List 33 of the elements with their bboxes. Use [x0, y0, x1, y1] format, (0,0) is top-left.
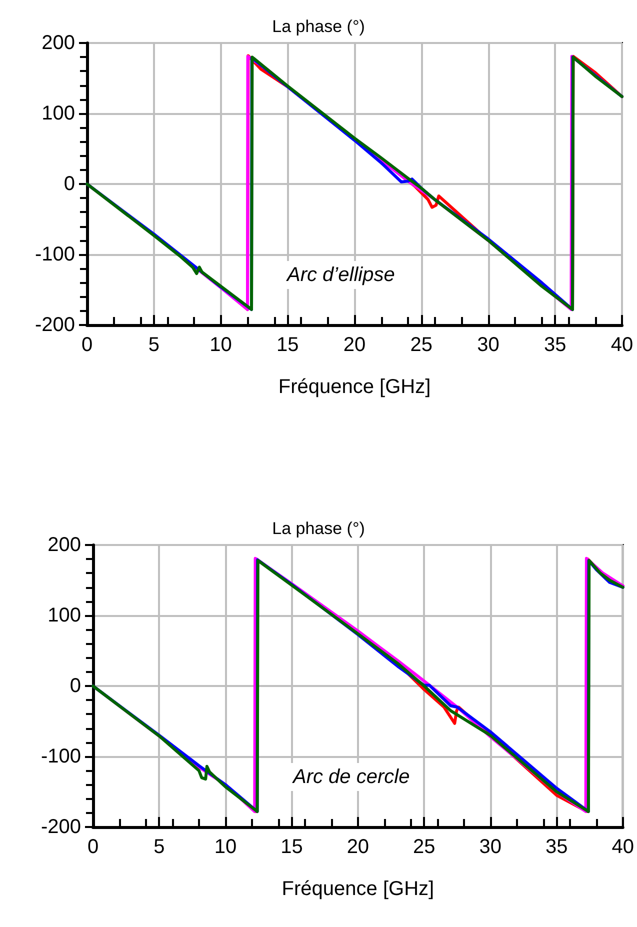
y-tick-label: 100 — [48, 604, 81, 626]
x-tick-label: 15 — [280, 836, 303, 858]
x-tick-label: 35 — [544, 334, 566, 356]
x-tick-label: 10 — [210, 334, 232, 356]
chart-title: La phase (°) — [272, 519, 365, 538]
x-tick-label: 25 — [413, 836, 436, 858]
y-tick-label: 200 — [42, 32, 75, 54]
x-tick-label: 5 — [154, 836, 165, 858]
x-axis-title: Fréquence [GHz] — [282, 878, 434, 900]
x-tick-label: 0 — [87, 836, 99, 858]
y-tick-label: 200 — [48, 534, 81, 556]
x-tick-label: 30 — [479, 836, 502, 858]
y-tick-label: 0 — [70, 675, 81, 697]
x-tick-label: 30 — [477, 334, 500, 356]
x-tick-label: 40 — [610, 334, 634, 356]
y-tick-label: -200 — [40, 816, 81, 838]
y-tick-label: 100 — [42, 102, 75, 124]
x-tick-label: 20 — [343, 334, 366, 356]
chart-title: La phase (°) — [272, 17, 365, 36]
annotation: Arc de cercle — [292, 766, 410, 788]
x-tick-label: 35 — [546, 836, 568, 858]
x-tick-label: 15 — [276, 334, 299, 356]
y-tick-label: 0 — [64, 173, 75, 195]
x-tick-label: 10 — [214, 836, 237, 858]
x-tick-label: 25 — [410, 334, 432, 356]
x-tick-label: 20 — [346, 836, 370, 858]
annotation: Arc d’ellipse — [286, 264, 395, 286]
x-axis-title: Fréquence [GHz] — [278, 376, 431, 398]
y-tick-label: -200 — [34, 314, 75, 336]
x-tick-label: 5 — [148, 334, 160, 356]
y-tick-label: -100 — [34, 244, 75, 266]
x-tick-label: 40 — [612, 836, 634, 858]
y-tick-label: -100 — [40, 746, 81, 768]
